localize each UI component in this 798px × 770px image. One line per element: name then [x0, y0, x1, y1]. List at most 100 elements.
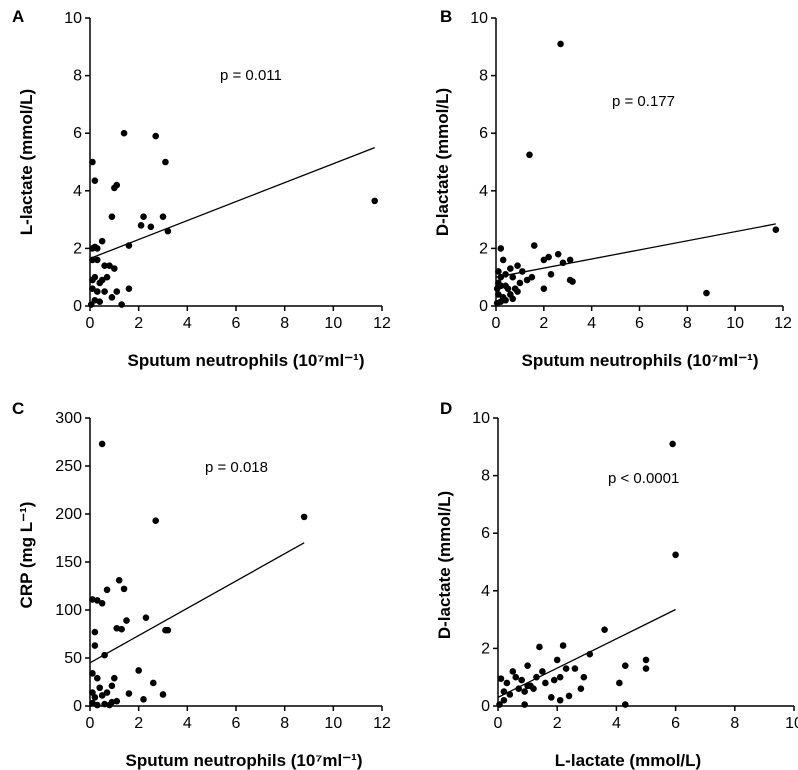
y-tick-label: 10	[472, 410, 490, 427]
data-point	[616, 679, 623, 687]
data-point	[554, 250, 562, 258]
data-point	[111, 265, 118, 272]
data-point	[530, 685, 537, 693]
data-point	[103, 689, 111, 696]
data-point	[621, 701, 629, 708]
y-tick-label: 6	[73, 125, 82, 142]
data-point	[556, 673, 564, 681]
data-point	[540, 285, 548, 293]
data-point	[96, 298, 104, 305]
x-tick-label: 0	[86, 715, 95, 732]
data-point	[559, 642, 567, 649]
x-tick-label: 0	[492, 315, 501, 332]
y-tick-label: 10	[64, 10, 82, 27]
data-point	[550, 676, 558, 684]
data-point	[113, 288, 121, 295]
y-tick-label: 2	[479, 240, 488, 257]
data-point	[553, 656, 561, 664]
p-value-annotation: p = 0.177	[612, 93, 675, 110]
y-tick-label: 8	[481, 468, 490, 485]
p-value-annotation: p = 0.011	[220, 67, 282, 84]
data-point	[89, 158, 96, 166]
x-tick-label: 12	[774, 315, 792, 332]
data-point	[539, 668, 546, 675]
x-tick-label: 4	[587, 315, 596, 332]
data-point	[621, 662, 629, 669]
data-point	[108, 213, 116, 221]
data-point	[89, 670, 96, 677]
data-point	[94, 288, 101, 295]
data-point	[94, 245, 101, 252]
data-point	[509, 273, 517, 281]
y-tick-label: 4	[481, 583, 490, 600]
data-point	[703, 289, 710, 297]
x-tick-label: 6	[232, 715, 241, 732]
data-point	[601, 626, 608, 633]
data-point	[103, 273, 111, 281]
data-point	[566, 276, 574, 284]
x-axis-title: Sputum neutrophils (10⁷ml⁻¹)	[126, 751, 363, 770]
data-point	[135, 667, 142, 674]
data-point	[502, 271, 509, 278]
y-tick-label: 100	[55, 602, 82, 619]
data-point	[96, 279, 104, 287]
data-point	[557, 40, 564, 48]
x-tick-label: 2	[134, 715, 143, 732]
regression-line	[89, 542, 305, 664]
data-point	[125, 690, 133, 697]
y-tick-label: 4	[479, 183, 488, 200]
data-point	[123, 617, 130, 624]
x-tick-label: 6	[232, 315, 241, 332]
data-point	[118, 301, 125, 308]
data-point	[530, 242, 538, 249]
data-point	[98, 237, 106, 245]
y-tick-label: 0	[73, 698, 82, 715]
y-tick-label: 2	[73, 240, 82, 257]
data-point	[642, 665, 650, 672]
panel-d: D 0 2 4 6 8 10 0 2 4 6 8 10 L-lactate (mmol/L) D-lacta…	[435, 399, 798, 770]
data-point	[140, 213, 147, 221]
data-point	[509, 295, 517, 303]
data-point	[152, 517, 159, 525]
y-tick-label: 10	[470, 10, 488, 27]
panel-letter: A	[12, 7, 24, 26]
data-point	[497, 245, 505, 252]
data-point	[94, 674, 101, 682]
data-point	[140, 695, 147, 703]
x-axis-title: Sputum neutrophils (10⁷ml⁻¹)	[128, 351, 365, 370]
data-point	[533, 673, 540, 681]
data-point	[556, 696, 564, 704]
data-point	[502, 296, 509, 304]
data-point	[142, 614, 150, 621]
data-point	[152, 132, 159, 140]
regression-line	[89, 146, 375, 260]
x-tick-label: 2	[539, 315, 548, 332]
y-tick-label: 6	[481, 525, 490, 542]
data-point	[118, 625, 125, 633]
y-tick-label: 6	[479, 125, 488, 142]
x-axis-title: Sputum neutrophils (10⁷ml⁻¹)	[522, 351, 759, 370]
data-point	[495, 291, 502, 298]
x-tick-label: 4	[612, 715, 621, 732]
data-point	[507, 265, 514, 272]
data-point	[504, 285, 512, 293]
data-point	[506, 691, 514, 698]
data-point	[147, 223, 155, 231]
data-point	[500, 696, 508, 704]
data-point	[493, 285, 501, 293]
panel-a: A 0 2 4 6 8 10 12 0 2 4 6 8 10 Sputum neutrophils (10⁷…	[12, 7, 391, 370]
data-point	[523, 276, 531, 284]
y-axis-title: D-lactate (mmol/L)	[435, 491, 454, 639]
data-point	[515, 685, 523, 693]
x-tick-label: 2	[553, 715, 562, 732]
data-point	[120, 129, 128, 137]
data-point	[497, 675, 505, 682]
data-point	[101, 288, 108, 295]
x-tick-label: 12	[373, 715, 391, 732]
data-point	[514, 288, 521, 295]
data-point	[540, 256, 548, 264]
data-point	[103, 586, 111, 594]
data-point	[108, 294, 116, 301]
x-tick-label: 10	[324, 715, 342, 732]
